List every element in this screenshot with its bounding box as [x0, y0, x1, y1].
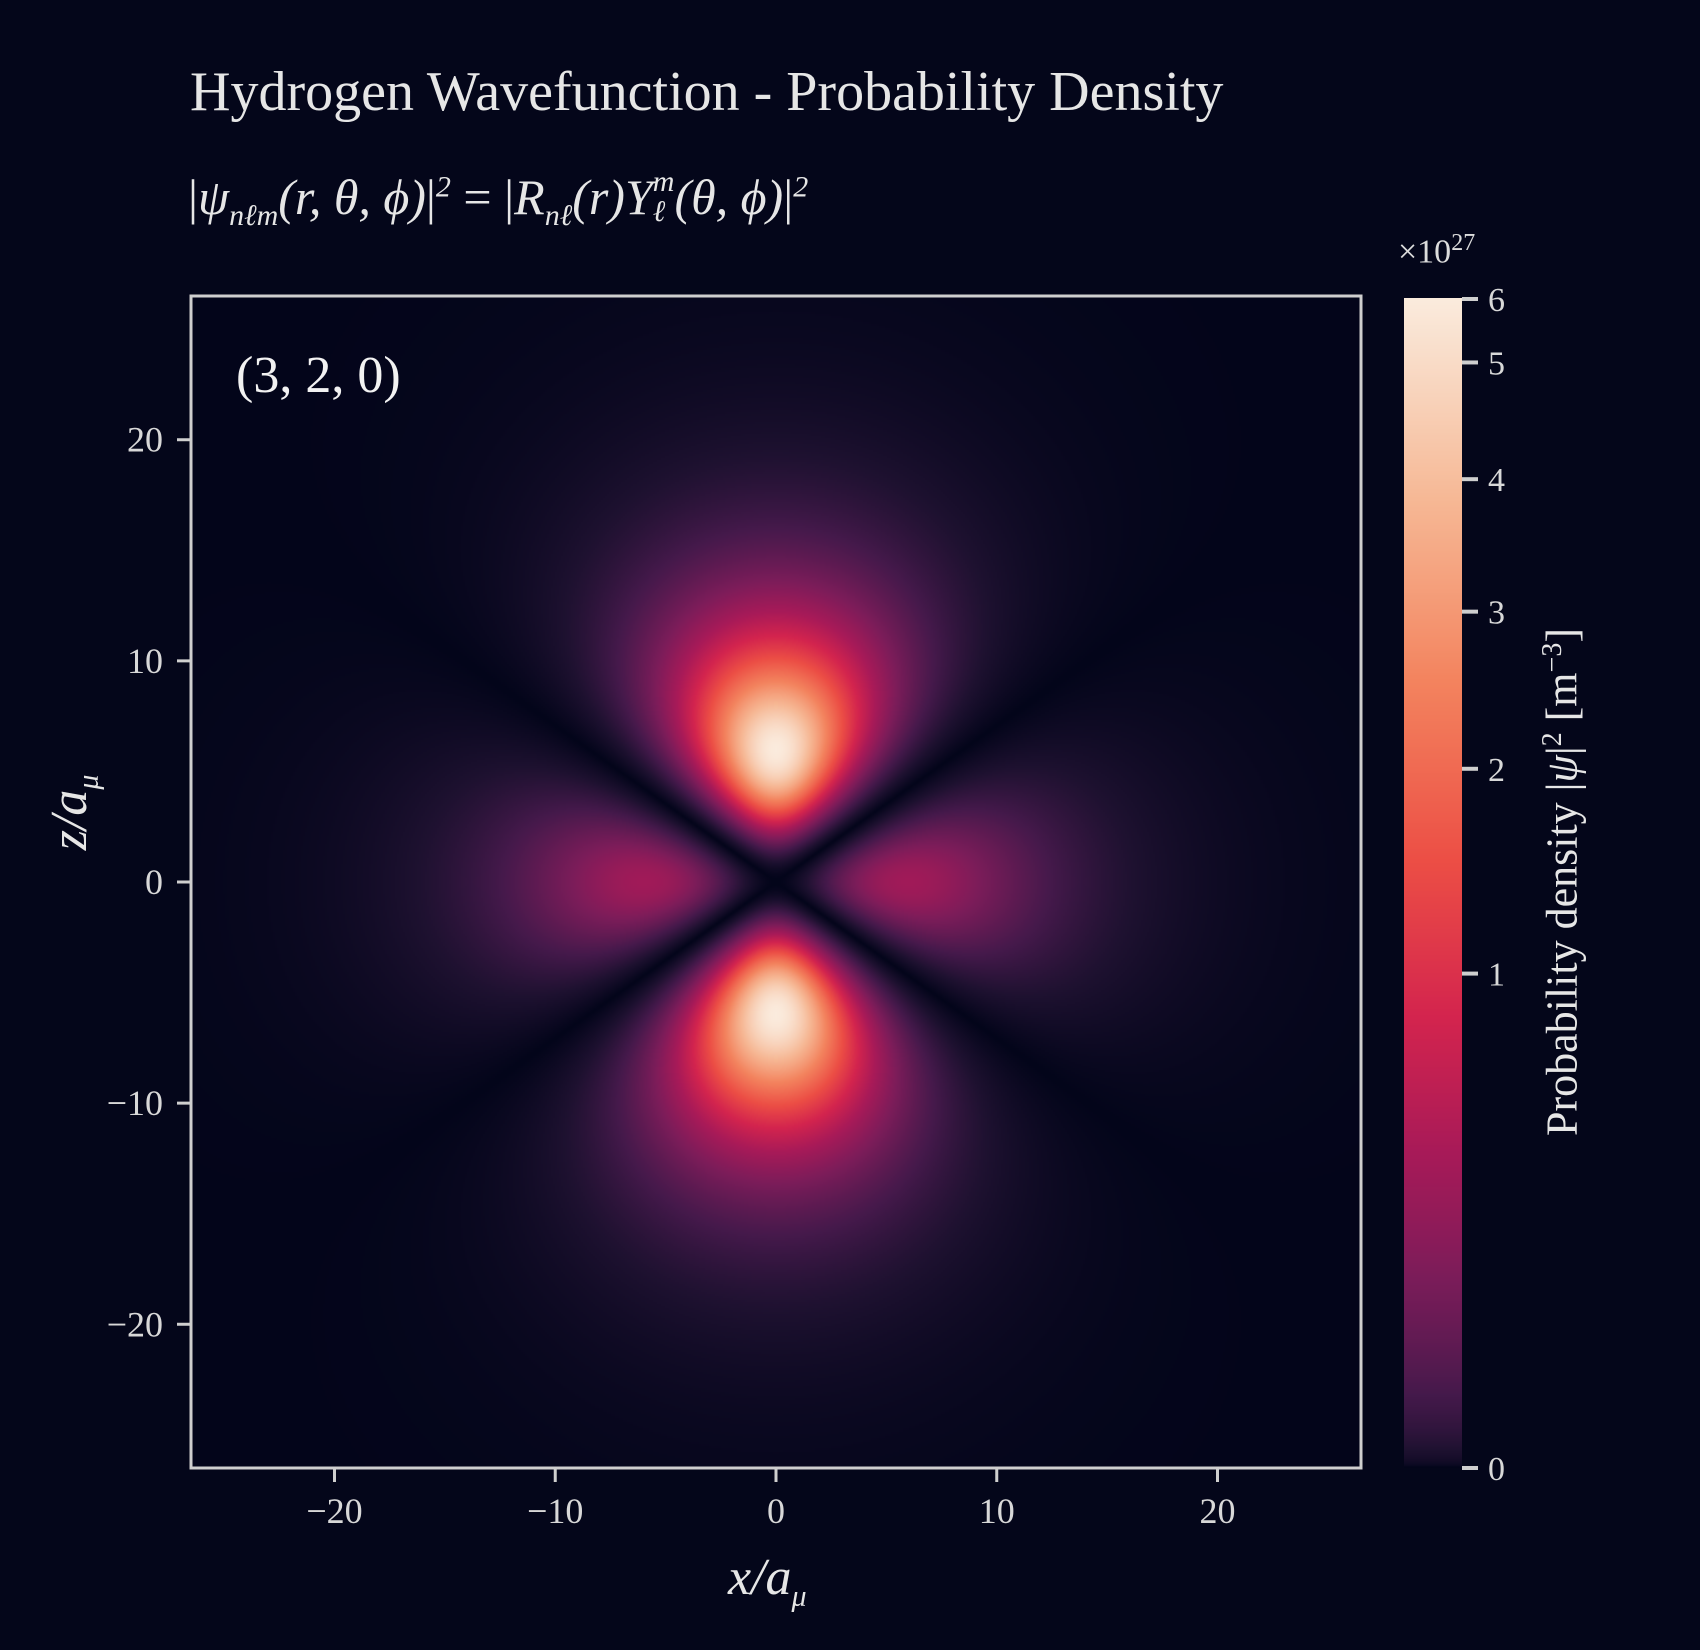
- x-tick-label: −20: [306, 1491, 362, 1531]
- formula-abs-close: |: [425, 169, 436, 225]
- x-tick-label: 10: [979, 1491, 1015, 1531]
- y-axis-label-subscript: μ: [71, 774, 105, 790]
- colorbar-label-unit-close: ]: [1537, 628, 1587, 643]
- colorbar-multiplier-exponent: 27: [1451, 230, 1476, 256]
- formula-angular-subscript: ℓ: [652, 194, 666, 228]
- colorbar-tick-label: 5: [1488, 345, 1505, 382]
- colorbar-multiplier-base: ×10: [1398, 233, 1452, 271]
- x-axis-label-subscript: μ: [791, 1579, 807, 1613]
- formula-abs-open: |: [188, 169, 199, 225]
- y-axis-label: z/aμ: [40, 775, 105, 851]
- colorbar-tick-label: 3: [1488, 595, 1505, 632]
- formula-radial: R: [514, 169, 545, 225]
- y-axis-label-text: z/a: [41, 789, 98, 851]
- colorbar-label-unit-exponent: −3: [1536, 642, 1568, 673]
- chart-title: Hydrogen Wavefunction - Probability Dens…: [190, 61, 1224, 123]
- formula-radial-subscript: nℓ: [544, 199, 573, 232]
- formula-abs-close-rhs: |: [783, 169, 794, 225]
- colorbar-label-squared: 2: [1536, 732, 1568, 747]
- formula-abs-open-rhs: |: [504, 169, 515, 225]
- colorbar-label-psi: ψ: [1537, 755, 1587, 783]
- y-tick-label: −10: [107, 1083, 163, 1123]
- x-axis-label: x/aμ: [728, 1548, 807, 1613]
- y-tick-label: 0: [145, 862, 163, 902]
- colorbar-gradient: [1404, 298, 1462, 1468]
- y-tick-label: 20: [127, 420, 163, 460]
- colorbar-tick-label: 4: [1488, 462, 1505, 499]
- formula-exponent-rhs: 2: [793, 170, 809, 204]
- colorbar-axis: 0 1 2 3 4 5 6: [1462, 282, 1505, 1488]
- formula-exponent: 2: [435, 170, 451, 204]
- x-axis: −20 −10 0 10 20: [306, 1468, 1236, 1531]
- quantum-numbers-label: (3, 2, 0): [236, 347, 401, 404]
- colorbar-tick-label: 0: [1488, 1451, 1505, 1488]
- y-axis: 20 10 0 −10 −20: [107, 420, 191, 1344]
- colorbar-tick-label: 2: [1488, 752, 1505, 789]
- colorbar-tick-label: 1: [1488, 957, 1505, 994]
- plot-frame: [189, 294, 1363, 1470]
- colorbar-label: Probability density |ψ|2 [m−3]: [1536, 628, 1587, 1136]
- formula-args: (r, θ, ϕ): [278, 169, 426, 225]
- formula-psi: ψ: [198, 169, 230, 225]
- y-tick-label: −20: [107, 1304, 163, 1344]
- colorbar-multiplier: ×1027: [1398, 230, 1475, 271]
- x-tick-label: 20: [1200, 1491, 1236, 1531]
- formula-equals: =: [463, 169, 492, 225]
- formula-angular-args: (θ, ϕ): [674, 169, 784, 225]
- colorbar-label-text: Probability density: [1537, 802, 1587, 1136]
- x-tick-label: 0: [767, 1491, 785, 1531]
- formula-angular: Y: [624, 169, 653, 225]
- chart-subtitle-formula: |ψnℓm(r, θ, ϕ)|2 = |Rnℓ(r)Y m ℓ (θ, ϕ)|2: [188, 164, 809, 233]
- colorbar-tick-label: 6: [1488, 282, 1505, 319]
- colorbar-label-unit: [m: [1537, 672, 1587, 722]
- x-axis-label-text: x/a: [728, 1549, 792, 1606]
- y-tick-label: 10: [127, 641, 163, 681]
- formula-psi-subscript: nℓm: [229, 199, 279, 232]
- formula-radial-arg: (r): [572, 169, 625, 225]
- x-tick-label: −10: [527, 1491, 583, 1531]
- formula-angular-superscript: m: [652, 164, 675, 198]
- probability-density-heatmap: [192, 297, 1360, 1467]
